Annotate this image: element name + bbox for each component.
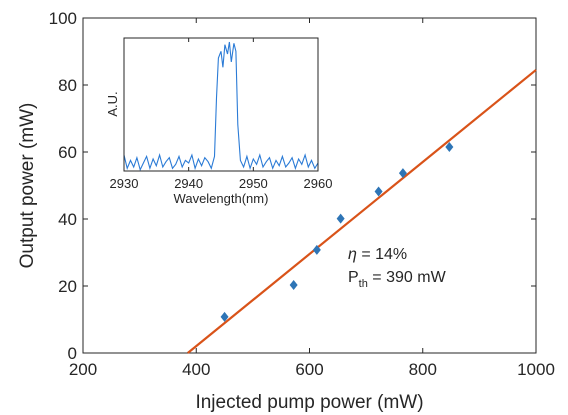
y-tick-label: 80 — [58, 76, 77, 95]
x-tick-label: 1000 — [517, 360, 555, 379]
data-point — [220, 311, 229, 322]
inset-x-axis-label: Wavelength(nm) — [174, 191, 269, 206]
data-point — [445, 141, 454, 152]
inset-x-tick-label: 2940 — [174, 176, 203, 191]
annotation-efficiency: η = 14% — [348, 246, 407, 263]
spectrum-line — [123, 41, 319, 172]
x-tick-label: 400 — [182, 360, 210, 379]
inset-background — [124, 38, 318, 171]
inset-x-tick-label: 2950 — [239, 176, 268, 191]
y-tick-label: 100 — [49, 9, 77, 28]
data-point — [336, 213, 345, 224]
y-tick-label: 20 — [58, 277, 77, 296]
y-tick-label: 0 — [68, 344, 77, 363]
fit-line — [187, 69, 537, 354]
data-point — [398, 168, 407, 179]
y-axis-label: Output power (mW) — [17, 103, 38, 269]
data-point — [374, 186, 383, 197]
data-points — [220, 141, 454, 322]
inset-plot: 2930 2940 2950 2960 Wavelength(nm) A.U. — [105, 37, 333, 206]
data-point — [312, 244, 321, 255]
inset-x-tick-label: 2930 — [110, 176, 139, 191]
fit-line-group — [187, 69, 537, 354]
annotation-threshold: Pth = 390 mW — [348, 269, 447, 290]
y-tick-label: 60 — [58, 143, 77, 162]
data-point — [289, 279, 298, 290]
x-axis-label: Injected pump power (mW) — [195, 392, 423, 413]
inset-ticks: 2930 2940 2950 2960 — [110, 38, 333, 191]
inset-spectrum — [123, 41, 319, 172]
main-ticks: 200 400 600 800 1000 0 20 40 60 80 100 — [49, 9, 555, 379]
x-tick-label: 200 — [69, 360, 97, 379]
main-plot: 200 400 600 800 1000 0 20 40 60 80 100 Injected pu… — [17, 9, 555, 413]
x-tick-label: 600 — [295, 360, 323, 379]
x-tick-label: 800 — [409, 360, 437, 379]
inset-y-axis-label: A.U. — [105, 91, 120, 116]
inset-x-tick-label: 2960 — [304, 176, 333, 191]
inset-frame — [123, 37, 319, 172]
y-tick-label: 40 — [58, 210, 77, 229]
